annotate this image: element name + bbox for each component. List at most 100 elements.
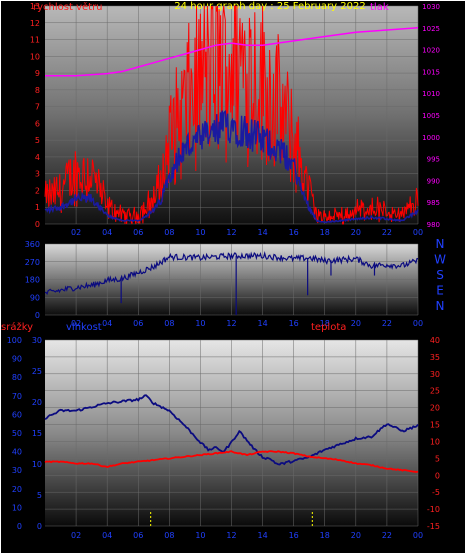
chart-title: 24 hour graph day : 25 February 2022 <box>174 1 365 12</box>
x-tick-label: 18 <box>320 228 330 237</box>
x-tick-label: 00 <box>413 531 423 540</box>
precip-tick-label: 70 <box>12 392 22 401</box>
x-tick-label: 16 <box>289 228 299 237</box>
humidity-temperature-panel: srážky vlhkost teplota 01020304050607080… <box>1 321 440 540</box>
humidity-tick-label: 0 <box>37 522 42 531</box>
precip-tick-label: 80 <box>12 373 22 382</box>
temperature-axis-label: teplota <box>311 322 346 333</box>
x-tick-label: 04 <box>102 228 112 237</box>
x-tick-label: 02 <box>71 228 81 237</box>
wind-tick-label: 2 <box>35 186 40 195</box>
x-tick-label: 10 <box>195 228 205 237</box>
pressure-tick-label: 1015 <box>422 68 440 76</box>
temperature-line <box>44 450 419 474</box>
time-axis-ticks-2: 02 04 06 08 10 12 14 16 18 20 22 00 <box>71 319 423 328</box>
humidity-axis-ticks: 0 5 10 15 20 25 30 <box>32 336 42 531</box>
wind-tick-label: 13 <box>30 2 40 11</box>
wind-tick-label: 7 <box>35 103 40 112</box>
humidity-temperature-series <box>44 394 419 526</box>
wind-tick-label: 6 <box>35 119 40 128</box>
x-tick-label: 04 <box>102 531 112 540</box>
x-tick-label: 08 <box>164 319 174 328</box>
wind-tick-label: 5 <box>35 136 40 145</box>
precip-tick-label: 60 <box>12 410 22 419</box>
wind-average-line <box>44 110 419 224</box>
x-tick-label: 10 <box>195 319 205 328</box>
wind-tick-label: 8 <box>35 86 40 95</box>
temperature-tick-label: 40 <box>430 336 440 345</box>
temperature-tick-label: 35 <box>430 353 440 362</box>
x-tick-label: 18 <box>320 531 330 540</box>
pressure-tick-label: 1005 <box>422 112 440 120</box>
precip-tick-label: 50 <box>12 429 22 438</box>
pressure-tick-label: 1030 <box>422 3 440 11</box>
x-tick-label: 12 <box>226 319 236 328</box>
pressure-tick-label: 1025 <box>422 25 440 33</box>
x-tick-label: 00 <box>413 228 423 237</box>
humidity-axis-label: vlhkost <box>66 322 102 333</box>
direction-tick-label: 90 <box>30 293 40 302</box>
temperature-tick-label: -5 <box>432 488 440 497</box>
wind-speed-line <box>44 5 419 225</box>
x-tick-label: 10 <box>195 531 205 540</box>
pressure-tick-label: 980 <box>427 221 440 229</box>
pressure-axis-ticks: 980 985 990 995 1000 1005 1010 1015 1020 1025 1030 <box>422 3 440 229</box>
x-tick-label: 22 <box>382 319 392 328</box>
temperature-tick-label: -15 <box>427 522 440 531</box>
precip-axis-label: srážky <box>1 321 33 333</box>
humidity-tick-label: 5 <box>37 491 42 500</box>
x-tick-label: 18 <box>320 319 330 328</box>
x-tick-label: 08 <box>164 531 174 540</box>
precip-tick-label: 30 <box>12 466 22 475</box>
grid-2 <box>45 243 419 316</box>
x-tick-label: 08 <box>164 228 174 237</box>
x-tick-label: 04 <box>102 319 112 328</box>
wind-pressure-series <box>44 5 419 225</box>
pressure-tick-label: 990 <box>427 177 440 185</box>
x-tick-label: 12 <box>226 531 236 540</box>
wind-tick-label: 12 <box>30 19 40 28</box>
temperature-tick-label: 25 <box>430 387 440 396</box>
humidity-tick-label: 15 <box>32 429 42 438</box>
x-tick-label: 16 <box>289 531 299 540</box>
humidity-tick-label: 20 <box>32 398 42 407</box>
pressure-line <box>45 27 419 77</box>
wind-tick-label: 1 <box>35 203 40 212</box>
humidity-tick-label: 25 <box>32 367 42 376</box>
precip-tick-label: 90 <box>12 355 22 364</box>
x-tick-label: 06 <box>133 531 143 540</box>
direction-tick-label: 180 <box>25 276 40 285</box>
precip-tick-label: 20 <box>12 485 22 494</box>
x-tick-label: 20 <box>351 319 361 328</box>
wind-tick-label: 4 <box>35 153 40 162</box>
precip-tick-label: 0 <box>17 522 22 531</box>
direction-tick-label: 0 <box>35 311 40 320</box>
precip-tick-label: 100 <box>7 336 22 345</box>
precip-tick-label: 40 <box>12 448 22 457</box>
x-tick-label: 02 <box>71 531 81 540</box>
temperature-tick-label: 15 <box>430 421 440 430</box>
precip-axis-ticks: 0 10 20 30 40 50 60 70 80 90 100 <box>7 336 22 531</box>
direction-axis-ticks: 0 90 180 270 360 <box>25 240 40 320</box>
wind-pressure-panel: 24 hour graph day : 25 February 2022 ryc… <box>30 1 440 237</box>
compass-label: N <box>436 237 445 251</box>
temperature-tick-label: 30 <box>430 370 440 379</box>
temperature-tick-label: -10 <box>427 505 440 514</box>
pressure-tick-label: 985 <box>427 199 440 207</box>
pressure-tick-label: 1020 <box>422 47 440 55</box>
x-tick-label: 06 <box>133 319 143 328</box>
time-axis-ticks-1: 02 04 06 08 10 12 14 16 18 20 22 00 <box>71 228 423 237</box>
precip-tick-label: 10 <box>12 503 22 512</box>
x-tick-label: 06 <box>133 228 143 237</box>
temperature-tick-label: 5 <box>435 454 440 463</box>
x-tick-label: 22 <box>382 228 392 237</box>
compass-label: S <box>436 268 444 282</box>
temperature-tick-label: 10 <box>430 437 440 446</box>
wind-tick-label: 11 <box>30 36 40 45</box>
x-tick-label: 22 <box>382 531 392 540</box>
x-tick-label: 00 <box>413 319 423 328</box>
compass-label: N <box>436 299 445 313</box>
